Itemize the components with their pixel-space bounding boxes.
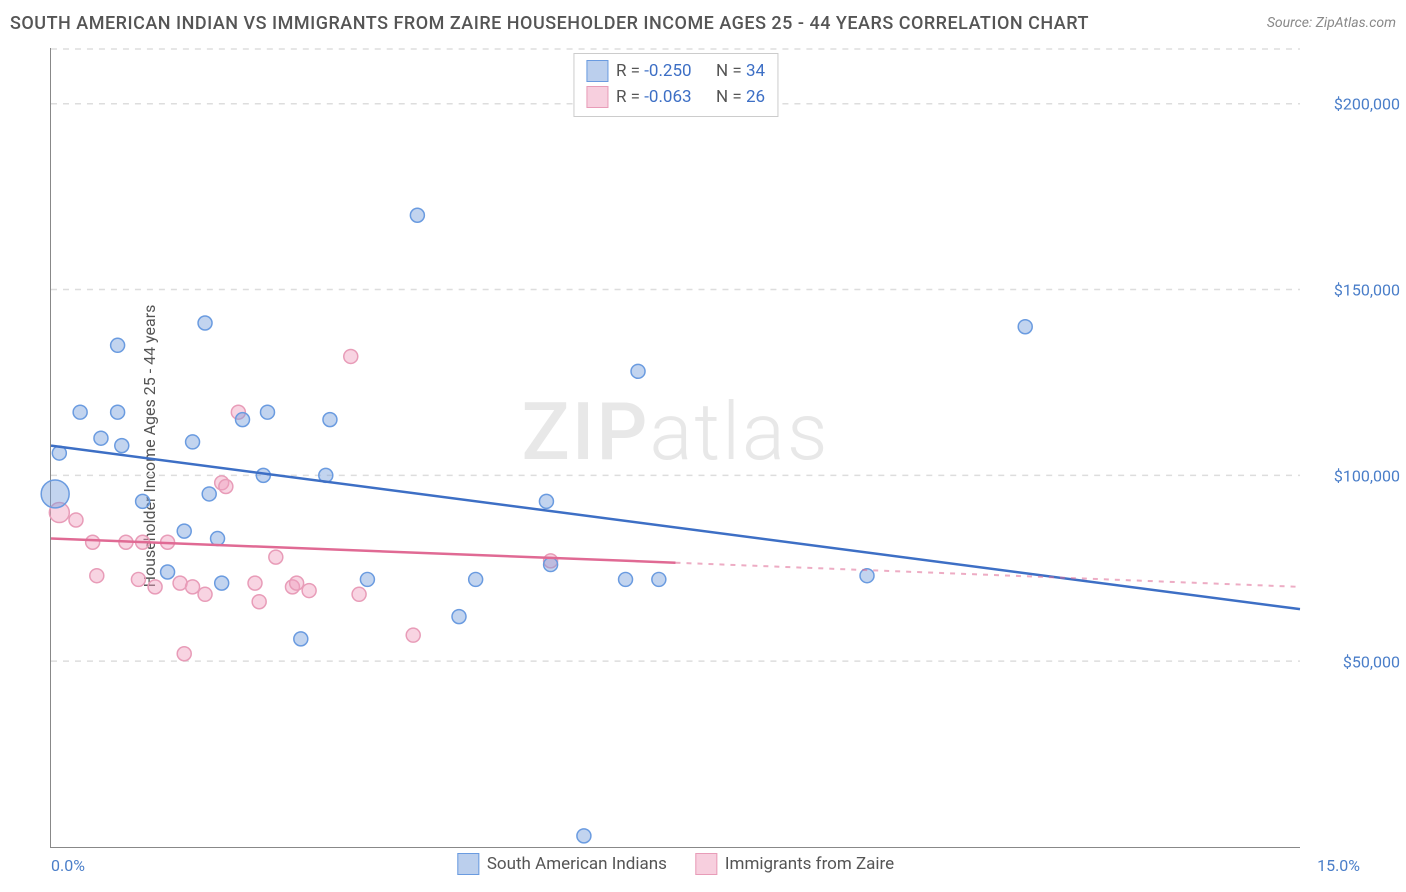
swatch-blue-icon — [586, 60, 608, 82]
source-label: Source: ZipAtlas.com — [1267, 15, 1396, 31]
title-bar: SOUTH AMERICAN INDIAN VS IMMIGRANTS FROM… — [10, 8, 1396, 38]
correlation-legend: R = -0.250 N = 34 R = -0.063 N = 26 — [573, 53, 778, 117]
legend-row-2: R = -0.063 N = 26 — [586, 84, 765, 110]
x-tick-min: 0.0% — [51, 856, 85, 875]
n-label-2: N = 26 — [716, 87, 765, 107]
legend-item-2: Immigrants from Zaire — [695, 853, 894, 875]
y-tick-label: $150,000 — [1310, 280, 1400, 299]
x-tick-max: 15.0% — [1317, 856, 1360, 875]
gridlines — [51, 49, 1300, 661]
chart-title: SOUTH AMERICAN INDIAN VS IMMIGRANTS FROM… — [10, 13, 1089, 34]
y-tick-label: $100,000 — [1310, 466, 1400, 485]
legend-item-1: South American Indians — [457, 853, 667, 875]
legend-row-1: R = -0.250 N = 34 — [586, 58, 765, 84]
r-label-2: R = -0.063 — [616, 87, 692, 107]
swatch-pink-icon — [586, 86, 608, 108]
r-label-1: R = -0.250 — [616, 61, 692, 81]
y-tick-label: $200,000 — [1310, 94, 1400, 113]
trendlines — [51, 446, 1300, 610]
plot-area: ZIPatlas $50,000$100,000$150,000$200,000… — [50, 48, 1300, 848]
plot-svg — [51, 48, 1300, 847]
legend-text-2: Immigrants from Zaire — [725, 854, 894, 874]
swatch-blue-icon — [457, 853, 479, 875]
y-tick-label: $50,000 — [1310, 652, 1400, 671]
scatter-series-2 — [49, 349, 557, 660]
legend-text-1: South American Indians — [487, 854, 667, 874]
n-label-1: N = 34 — [716, 61, 765, 81]
swatch-pink-icon — [695, 853, 717, 875]
bottom-legend: South American Indians Immigrants from Z… — [457, 853, 894, 875]
scatter-series-1 — [41, 208, 1032, 843]
